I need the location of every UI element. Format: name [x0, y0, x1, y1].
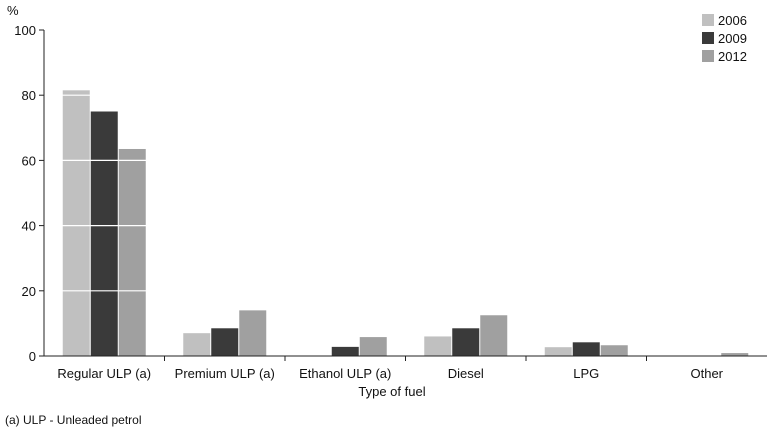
y-axis-label: %	[7, 3, 19, 18]
legend-label-2006: 2006	[718, 13, 747, 28]
bar-2009-3	[452, 328, 480, 356]
legend-swatch-2012	[702, 50, 714, 62]
y-ticks-layer: 0 20 40 60 80 100	[14, 23, 44, 364]
x-axis-label: Type of fuel	[358, 384, 425, 399]
footnote: (a) ULP - Unleaded petrol	[5, 413, 142, 427]
bar-2012-4	[600, 345, 628, 356]
x-tick-label-2: Ethanol ULP (a)	[299, 366, 391, 381]
legend: 2006 2009 2012	[702, 13, 747, 64]
gridlines-layer	[45, 29, 767, 292]
bar-2012-1	[239, 310, 267, 356]
x-tick-label-5: Other	[690, 366, 723, 381]
bars-layer	[62, 90, 749, 356]
legend-label-2009: 2009	[718, 31, 747, 46]
bar-2009-1	[211, 328, 239, 356]
bar-2006-3	[424, 336, 452, 356]
bar-2006-4	[544, 347, 572, 356]
y-tick-label-5: 100	[14, 23, 36, 38]
y-tick-label-1: 20	[22, 284, 36, 299]
x-tick-label-0: Regular ULP (a)	[57, 366, 151, 381]
axes-layer	[43, 30, 767, 357]
legend-label-2012: 2012	[718, 49, 747, 64]
y-tick-label-4: 80	[22, 88, 36, 103]
bar-2006-0	[62, 90, 90, 356]
x-ticks-layer: Regular ULP (a) Premium ULP (a) Ethanol UL…	[57, 356, 724, 381]
bar-2009-4	[572, 342, 600, 356]
legend-swatch-2006	[702, 14, 714, 26]
bar-2006-1	[183, 333, 211, 356]
x-tick-label-1: Premium ULP (a)	[175, 366, 275, 381]
x-tick-label-4: LPG	[573, 366, 599, 381]
bar-2009-2	[331, 346, 359, 356]
bar-2012-5	[721, 353, 749, 356]
y-tick-label-2: 40	[22, 219, 36, 234]
bar-2012-3	[480, 315, 508, 356]
y-tick-label-3: 60	[22, 153, 36, 168]
legend-swatch-2009	[702, 32, 714, 44]
bar-2012-2	[359, 337, 387, 356]
bar-2009-0	[90, 111, 118, 356]
y-tick-label-0: 0	[29, 349, 36, 364]
bar-2012-0	[118, 148, 146, 356]
x-tick-label-3: Diesel	[448, 366, 484, 381]
